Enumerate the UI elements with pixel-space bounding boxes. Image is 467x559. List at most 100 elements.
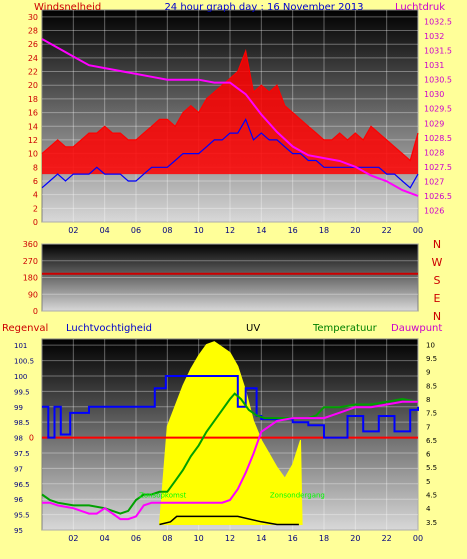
y-tick-label: 96 [14,496,23,504]
x-tick-label: 10 [194,534,204,543]
temperature-line [41,392,419,515]
rain-zero-label: 0 [29,434,34,443]
chart-marks [41,38,419,526]
rain-label: Regenval [2,323,48,334]
x-tick-label: 08 [162,534,172,543]
y2-tick-label: 1030.5 [424,76,452,85]
y2-tick-label: 8.5 [426,382,437,390]
y2-tick-label: 6.5 [426,437,437,445]
y2-tick-label: 10 [426,341,435,349]
wind-direction-plot-area [41,243,419,312]
x-tick-label: 06 [131,534,141,543]
y-tick-label: 30 [28,13,38,22]
y-tick-label: 95.5 [14,512,30,520]
y-tick-label: 100.5 [14,358,34,366]
pressure-line [41,38,419,197]
y-tick-label: 95 [14,527,23,535]
y-axis-label: Windsnelheid [34,2,101,13]
y2-tick-label: 1028.5 [424,134,452,143]
x-tick-label: 12 [225,226,235,235]
y2-tick-label: 1028 [424,148,444,157]
y-tick-label: 2 [33,204,38,213]
y-tick-label: 16 [28,109,38,118]
y-tick-label: 180 [23,274,38,283]
x-tick-label: 22 [382,534,392,543]
y-tick-label: 97 [14,465,23,473]
wind-gust-line [41,48,419,162]
y-tick-label: 0 [33,218,38,227]
y2-tick-label: 7.5 [426,410,437,418]
y-tick-label: 99 [14,404,23,412]
y2-tick-label: 1027 [424,177,444,186]
y2-tick-label: 1026 [424,206,444,215]
x-tick-label: 02 [68,534,78,543]
compass-label: N [433,310,441,323]
x-tick-label: 20 [350,226,360,235]
solar-line [159,515,299,526]
x-tick-label: 18 [319,534,329,543]
y2-tick-label: 3.5 [426,519,437,527]
y-tick-label: 14 [28,122,38,131]
x-tick-label: 14 [256,534,266,543]
y2-tick-label: 1029.5 [424,105,452,114]
y-tick-label: 270 [23,257,38,266]
dewpoint-label: Dauwpunt [391,323,442,334]
x-tick-label: 18 [319,226,329,235]
y-tick-label: 98.5 [14,419,30,427]
x-tick-label: 22 [382,226,392,235]
y-tick-label: 26 [28,40,38,49]
y-tick-label: 99.5 [14,388,30,396]
y2-tick-label: 9.5 [426,355,437,363]
y-tick-label: 24 [28,54,38,63]
compass-label: N [433,238,441,251]
y2-tick-label: 1031 [424,61,444,70]
y-tick-label: 98 [14,435,23,443]
x-tick-label: 20 [350,534,360,543]
x-tick-label: 16 [288,534,298,543]
y-tick-label: 97.5 [14,450,30,458]
y2-tick-label: 9 [426,369,430,377]
y-tick-label: 8 [33,163,38,172]
x-tick-label: 04 [100,226,110,235]
y-tick-label: 6 [33,177,38,186]
y2-tick-label: 1029 [424,119,444,128]
y2-axis-label: Luchtdruk [395,2,445,13]
y2-tick-label: 1027.5 [424,163,452,172]
y2-tick-label: 6 [426,451,431,459]
compass-label: E [434,292,441,305]
x-tick-label: 00 [413,534,423,543]
y2-tick-label: 1032 [424,32,444,41]
y-tick-label: 360 [23,240,38,249]
y2-tick-label: 1026.5 [424,192,452,201]
y2-tick-label: 5 [426,478,430,486]
x-tick-label: 10 [194,226,204,235]
y2-tick-label: 1031.5 [424,47,452,56]
y-tick-label: 28 [28,27,38,36]
y-tick-label: 12 [28,136,38,145]
y-tick-label: 20 [28,81,38,90]
y-tick-label: 4 [33,191,38,200]
x-tick-label: 02 [68,226,78,235]
y-tick-label: 90 [28,290,38,299]
x-tick-label: 14 [256,226,266,235]
y2-tick-label: 4.5 [426,492,437,500]
chart-title: 24 hour graph day : 16 November 2013 [164,2,363,13]
y2-tick-label: 5.5 [426,464,437,472]
y-tick-label: 96.5 [14,481,30,489]
y2-tick-label: 4 [426,505,431,513]
temperature-label: Temperatuur [312,323,378,334]
dewpoint-line [42,400,418,521]
wind-gust-area [42,51,418,175]
y2-tick-label: 7 [426,423,430,431]
humidity-label: Luchtvochtigheid [66,323,152,334]
y-tick-label: 10 [28,150,38,159]
y-tick-label: 0 [33,307,38,316]
x-tick-label: 12 [225,534,235,543]
x-tick-label: 08 [162,226,172,235]
y-tick-label: 22 [28,68,38,77]
humidity-line [42,375,419,439]
uv-area [158,341,303,525]
y2-tick-label: 1032.5 [424,18,452,27]
compass-label: S [434,274,441,287]
